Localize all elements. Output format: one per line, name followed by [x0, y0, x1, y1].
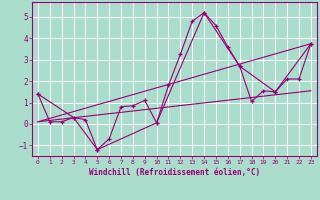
X-axis label: Windchill (Refroidissement éolien,°C): Windchill (Refroidissement éolien,°C): [89, 168, 260, 177]
